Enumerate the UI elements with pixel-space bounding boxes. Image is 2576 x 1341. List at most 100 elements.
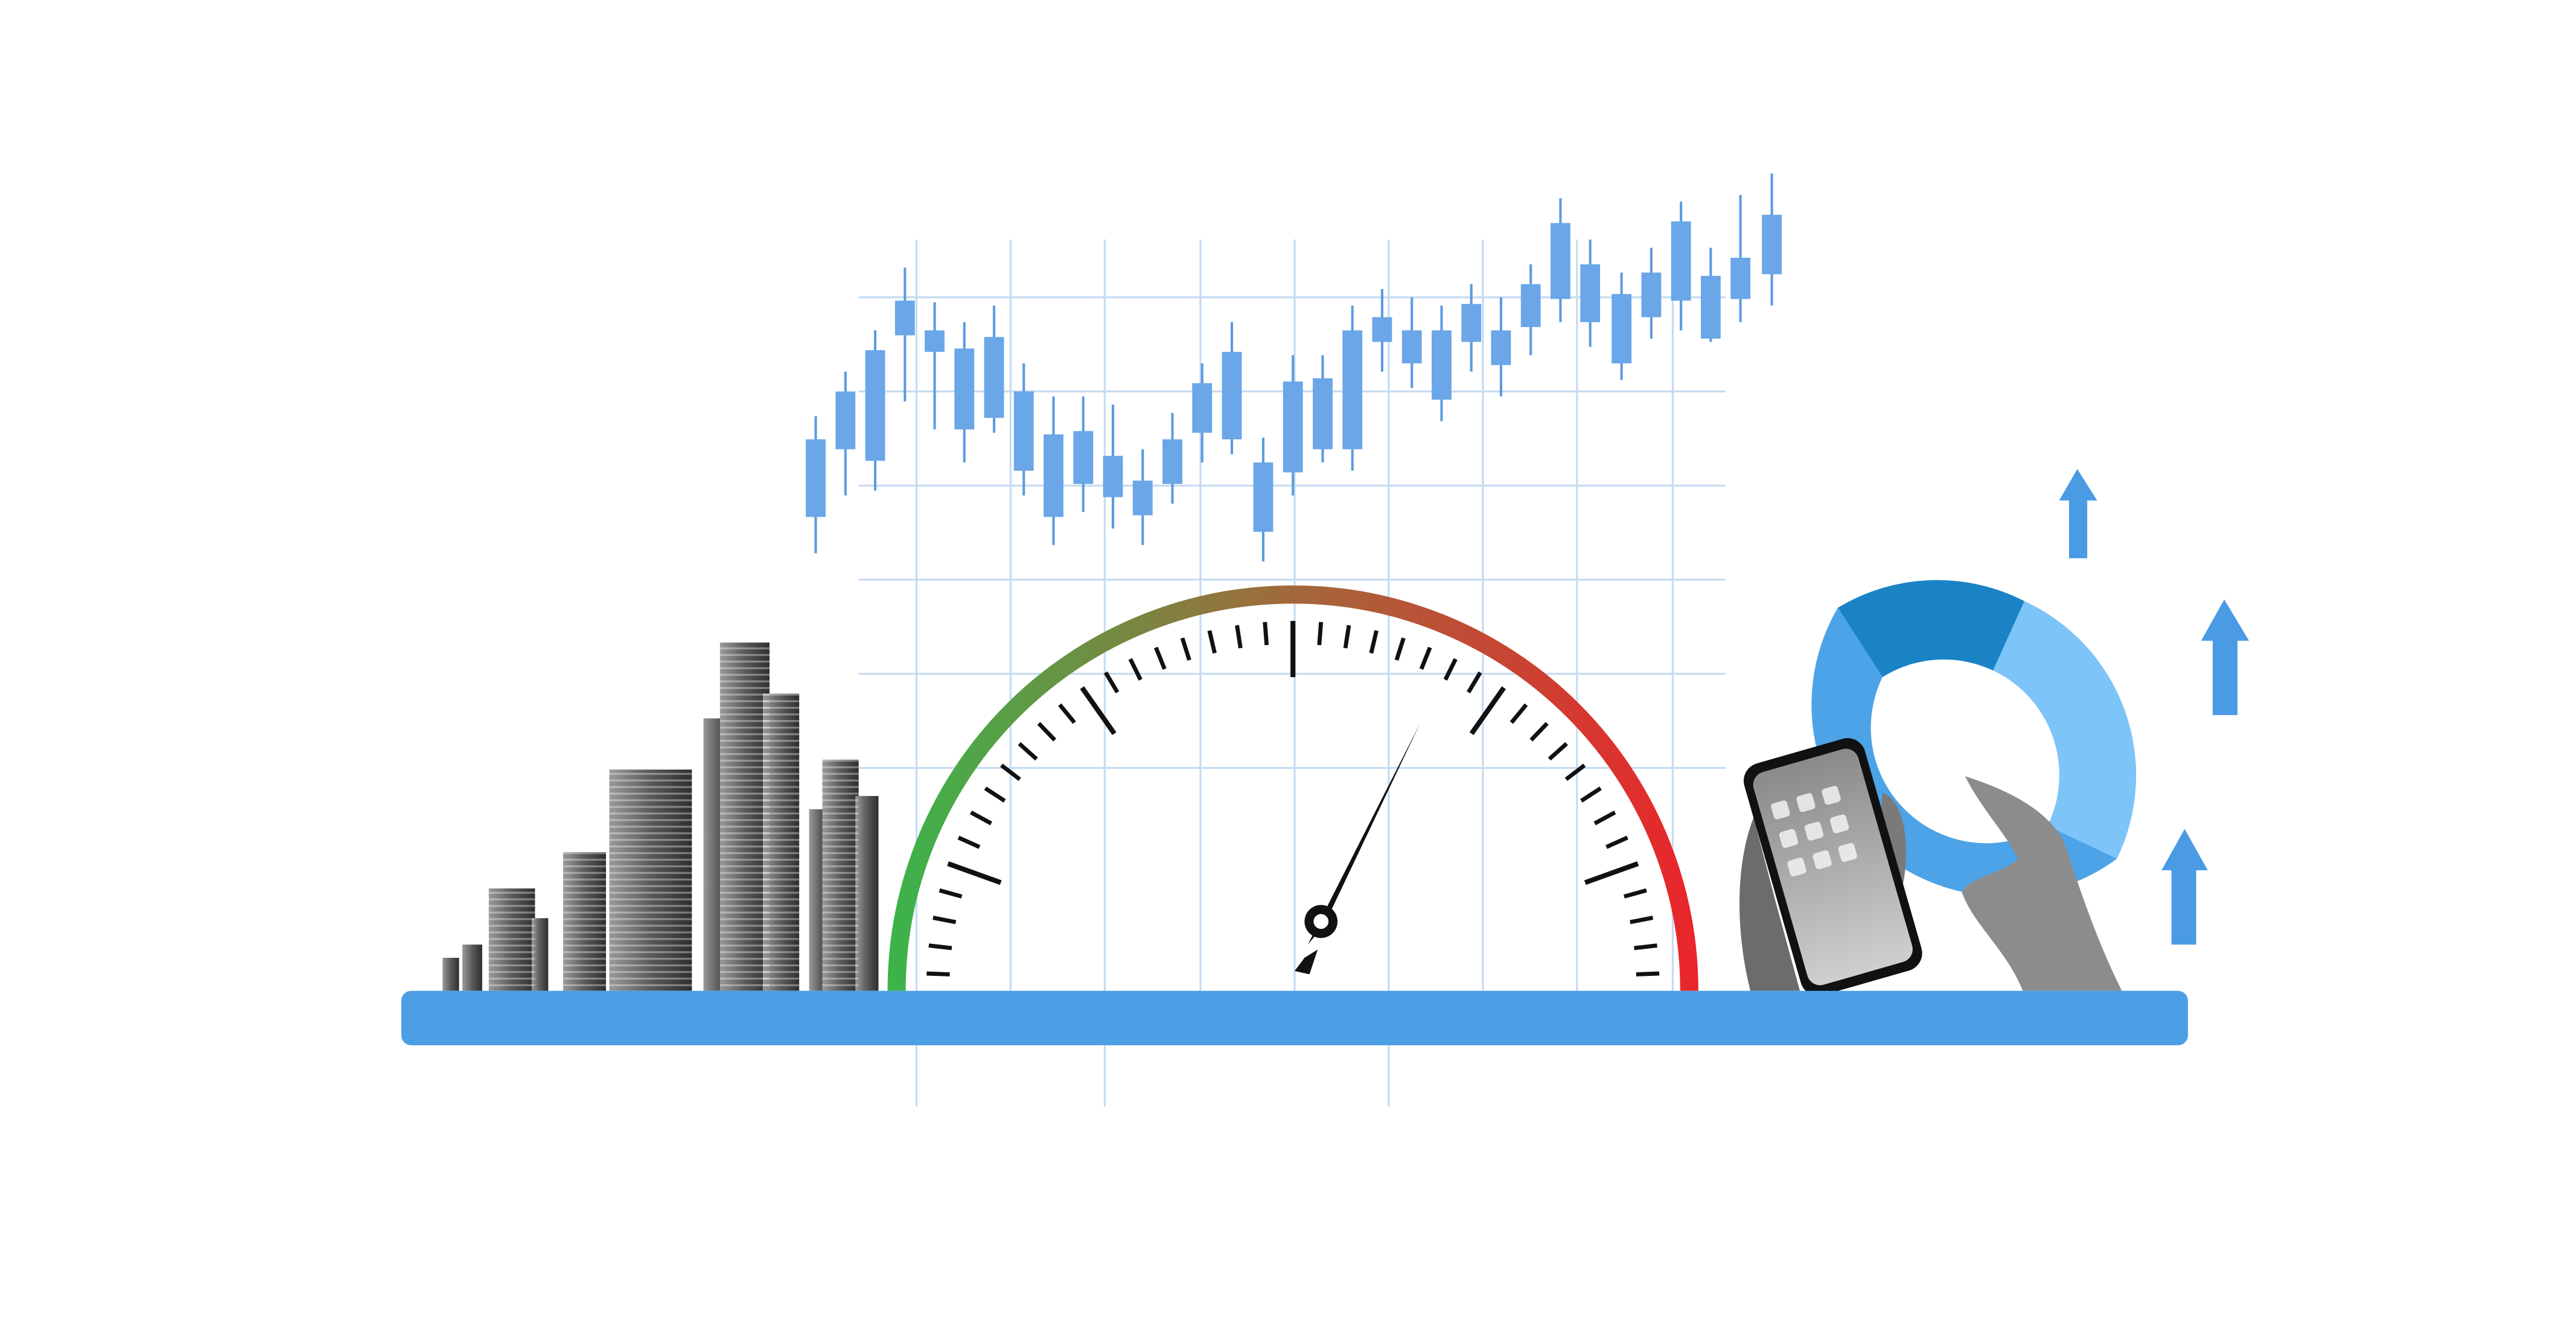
candle-body xyxy=(1013,391,1034,471)
minor-tick xyxy=(1263,622,1269,646)
minor-tick xyxy=(1153,646,1167,670)
minor-tick xyxy=(939,888,963,899)
minor-tick xyxy=(1394,637,1406,661)
minor-tick xyxy=(1000,763,1021,782)
minor-tick xyxy=(1467,671,1482,693)
candlestick xyxy=(894,267,915,402)
major-tick xyxy=(1469,686,1506,735)
candlestick xyxy=(1641,247,1662,339)
candlestick xyxy=(865,330,885,491)
minor-tick xyxy=(1548,742,1568,761)
minor-tick xyxy=(1128,658,1143,681)
candlestick xyxy=(1372,289,1392,372)
minor-tick xyxy=(1207,630,1217,654)
minor-tick xyxy=(1317,622,1324,646)
candlestick xyxy=(1132,449,1153,546)
minor-tick xyxy=(1605,835,1628,849)
minor-tick xyxy=(1510,703,1528,724)
minor-tick xyxy=(926,971,950,976)
minor-tick xyxy=(1624,888,1647,899)
candlesticks xyxy=(806,173,1782,562)
candlestick xyxy=(1580,239,1601,347)
candlestick xyxy=(1222,322,1242,454)
candle-body xyxy=(1612,294,1632,364)
candle-body xyxy=(1162,439,1182,484)
minor-tick xyxy=(969,811,992,826)
candle-body xyxy=(1313,378,1333,450)
candle-body xyxy=(1132,480,1153,515)
minor-tick xyxy=(1103,671,1120,693)
candlestick xyxy=(1013,363,1034,495)
candlestick xyxy=(954,322,975,463)
major-tick xyxy=(1080,686,1117,735)
candlestick xyxy=(835,371,856,495)
candlestick xyxy=(1671,202,1691,331)
candlestick xyxy=(1103,404,1123,529)
minor-tick xyxy=(1369,630,1379,654)
candlestick xyxy=(806,416,826,553)
minor-tick xyxy=(928,943,952,951)
base-shelf xyxy=(401,990,2189,1046)
candle-body xyxy=(1044,434,1063,517)
minor-tick xyxy=(1630,916,1654,925)
candle-body xyxy=(1762,214,1782,275)
minor-tick xyxy=(1634,943,1657,951)
candlestick xyxy=(1432,305,1452,421)
minor-tick xyxy=(1529,722,1549,742)
candlestick xyxy=(925,302,945,430)
candle-body xyxy=(1073,431,1094,484)
major-tick xyxy=(947,861,1002,885)
minor-tick xyxy=(1580,786,1602,803)
candle-body xyxy=(1222,351,1242,439)
minor-tick xyxy=(984,786,1006,803)
minor-tick xyxy=(1593,811,1616,826)
candle-body xyxy=(1103,456,1123,497)
minor-tick xyxy=(1564,763,1586,782)
minor-tick xyxy=(957,835,981,849)
candle-body xyxy=(1551,223,1570,299)
candle-body xyxy=(1461,304,1482,342)
candlestick xyxy=(1162,413,1182,504)
candle-body xyxy=(1432,330,1452,400)
city-buildings xyxy=(442,642,879,991)
speedometer xyxy=(887,585,1698,991)
candlestick xyxy=(1283,355,1303,495)
candlestick xyxy=(1253,438,1274,562)
minor-tick xyxy=(1058,703,1076,724)
minor-tick xyxy=(1419,646,1432,670)
minor-tick xyxy=(1037,722,1057,742)
candle-body xyxy=(1253,462,1274,532)
candlestick xyxy=(1551,198,1570,322)
candle-body xyxy=(894,301,915,336)
candle-body xyxy=(1283,381,1303,473)
candlestick xyxy=(1700,247,1721,342)
candlestick xyxy=(984,305,1004,433)
candlestick xyxy=(1520,264,1541,355)
candlestick xyxy=(1762,173,1782,306)
candle-body xyxy=(984,337,1004,418)
minor-tick xyxy=(1180,637,1191,661)
candle-body xyxy=(1401,330,1422,364)
candlestick xyxy=(1342,305,1363,471)
candle-body xyxy=(865,350,885,461)
minor-tick xyxy=(1343,625,1351,649)
candle-body xyxy=(1520,284,1541,327)
candle-body xyxy=(1580,264,1601,322)
candle-body xyxy=(1671,221,1691,301)
candlestick xyxy=(1461,284,1482,372)
candlestick xyxy=(1313,355,1333,463)
minor-tick xyxy=(1018,742,1038,761)
candle-body xyxy=(1641,272,1662,317)
candle-body xyxy=(1491,330,1511,365)
major-tick xyxy=(1584,861,1639,885)
hands-with-phone xyxy=(1739,738,2122,996)
minor-tick xyxy=(1443,658,1458,681)
candle-body xyxy=(1342,330,1363,450)
candle-body xyxy=(1730,258,1751,299)
candle-body xyxy=(1192,383,1213,433)
candlestick xyxy=(1612,272,1632,380)
candle-body xyxy=(1372,317,1392,342)
minor-tick xyxy=(1636,971,1660,976)
up-arrows xyxy=(2059,469,2249,945)
